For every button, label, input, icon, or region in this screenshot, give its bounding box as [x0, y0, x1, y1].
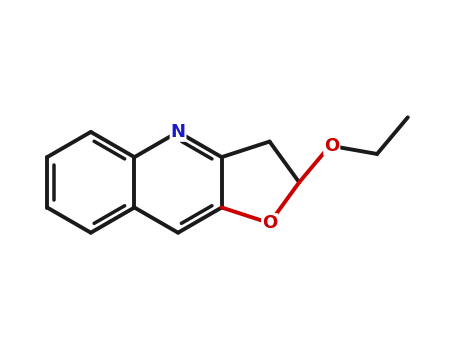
Text: O: O [324, 136, 339, 155]
Text: N: N [171, 123, 186, 141]
Text: O: O [262, 214, 277, 232]
